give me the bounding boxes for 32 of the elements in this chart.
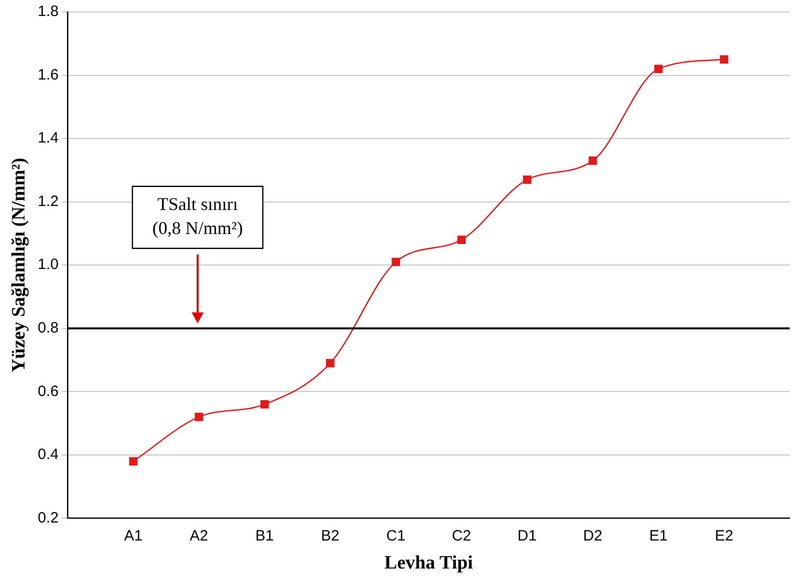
x-tick-label: E2 xyxy=(714,527,734,544)
x-tick-label: C2 xyxy=(452,527,472,544)
y-tick-label: 1.2 xyxy=(38,192,59,210)
point xyxy=(654,64,663,74)
y-tick-label: 1.0 xyxy=(38,256,59,274)
y-tick-label: 1.6 xyxy=(38,66,59,84)
point xyxy=(457,236,466,244)
point xyxy=(129,457,138,466)
x-tick-label: B2 xyxy=(321,527,340,544)
point xyxy=(260,400,269,408)
x-tick-label: E1 xyxy=(649,527,668,544)
point xyxy=(720,55,728,64)
x-tick-label: B1 xyxy=(255,527,274,544)
point xyxy=(194,412,204,422)
y-tick-label: 0.8 xyxy=(38,320,59,337)
point xyxy=(326,358,334,368)
x-tick-label: D2 xyxy=(583,527,602,544)
ref-line-label: TSalt sınırı (0,8 N/mm²) xyxy=(152,194,243,238)
x-tick-label: A2 xyxy=(190,527,208,544)
x-tick-label: A1 xyxy=(124,527,142,544)
point xyxy=(522,175,532,184)
point xyxy=(588,156,597,165)
y-tick-label: 0.4 xyxy=(38,446,59,464)
x-tick-label: C1 xyxy=(386,527,406,544)
y-tick-label: 1.4 xyxy=(38,130,59,147)
x-tick-label: D1 xyxy=(518,527,537,544)
x-axis-title: Levha Tipi xyxy=(384,552,473,574)
y-tick-label: 0.2 xyxy=(38,509,59,526)
y-axis-title: Yüzey Sağlamlığı (N/mm²) xyxy=(8,158,30,372)
y-tick-label: 1.8 xyxy=(38,3,59,20)
y-tick-label: 0.6 xyxy=(38,382,59,400)
point xyxy=(392,258,400,266)
